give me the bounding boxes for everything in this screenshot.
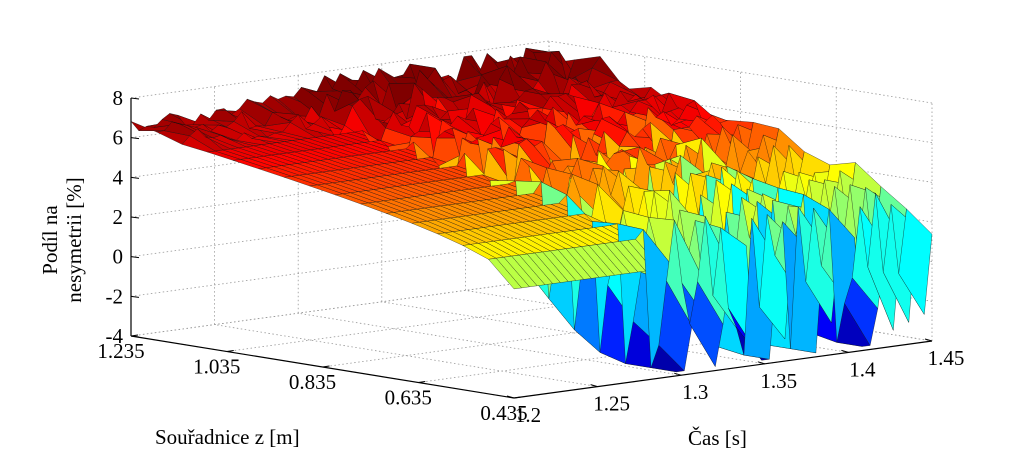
x-tick-mark [506,395,515,399]
grid-line [130,278,550,337]
z-tick-mark [130,295,140,298]
x-tick-label: 1.2 [515,403,541,427]
y-tick-label: 1.235 [97,339,144,363]
y-tick-mark [226,350,234,352]
x-tick-mark [757,361,765,365]
y-axis-label: Souřadnice z [m] [155,425,300,449]
y-tick-mark [418,381,426,383]
y-tick-mark [513,396,522,399]
x-tick-mark [674,372,682,376]
grid-line [548,40,933,104]
x-tick-label: 1.45 [928,346,965,370]
y-tick-label: 0.635 [385,386,432,410]
z-axis-label-line-2: nesymetrii [%] [62,177,86,302]
z-tick-label: -2 [106,284,124,308]
x-axis-line [513,340,933,399]
grid-line [130,278,550,337]
y-tick-mark [130,334,139,337]
grid-line [548,119,933,183]
z-tick-mark [130,97,140,100]
z-tick-mark [130,137,140,140]
z-tick-mark [130,176,140,179]
x-tick-label: 1.4 [849,357,876,381]
z-tick-label: 4 [113,165,124,189]
z-tick-label: 2 [113,205,124,229]
grid-line [548,80,933,144]
x-tick-label: 1.35 [760,369,797,393]
z-tick-label: 6 [113,126,124,150]
x-tick-label: 1.25 [593,392,630,416]
grid-line [298,312,682,376]
z-axis-label-line-1: Podíl na [38,205,62,275]
grid-line [214,324,598,387]
surface-patch [898,208,933,316]
y-tick-label: 0.435 [480,401,527,425]
z-tick-label: 8 [113,86,124,110]
x-tick-mark [590,384,598,388]
grid-line [381,301,765,365]
z-tick-mark [130,256,140,259]
surface [130,47,933,373]
x-tick-mark [924,338,933,342]
z-tick-label: 0 [113,245,124,269]
x-tick-label: 1.3 [682,380,708,404]
z-tick-mark [130,216,140,219]
z-tick-label: -4 [106,324,124,348]
x-axis-label: Čas [s] [688,426,747,450]
x-tick-mark [841,349,849,353]
y-tick-label: 0.835 [289,370,336,394]
y-tick-label: 1.035 [193,355,240,379]
y-tick-mark [322,365,330,368]
